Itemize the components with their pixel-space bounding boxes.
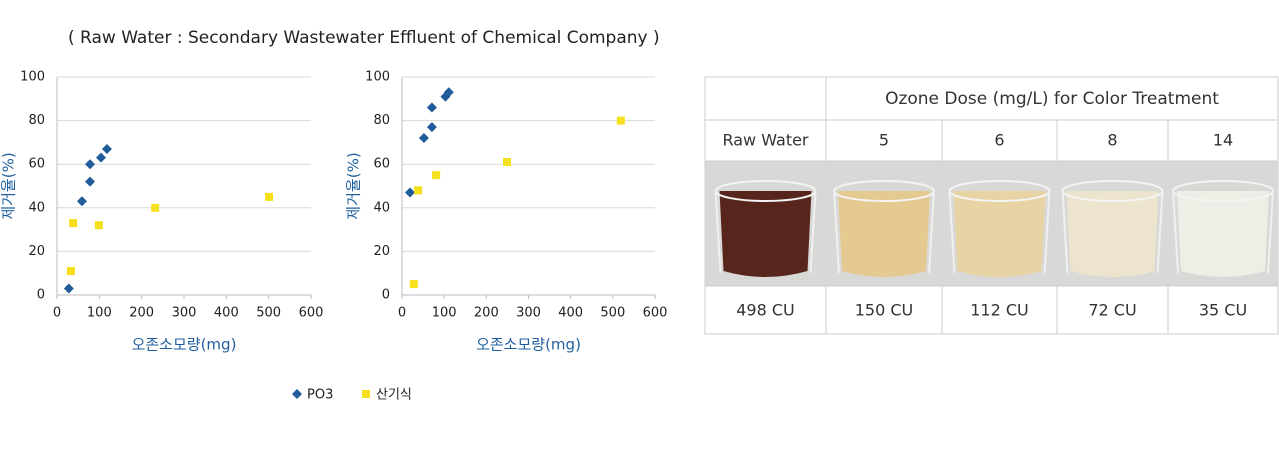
data-point [101,143,112,154]
y-tick-label: 100 [365,70,390,85]
legend-marker [292,389,302,399]
result-cell: 498 CU [736,301,795,320]
y-tick-label: 60 [373,157,390,172]
x-axis-label: 오존소모량(mg) [476,336,581,354]
data-point [76,196,87,207]
x-tick-label: 200 [129,306,154,321]
data-point [426,122,437,133]
beaker-wall [1172,190,1274,274]
result-cell: 35 CU [1199,301,1247,320]
caption: ( Raw Water : Secondary Wastewater Efflu… [68,28,660,48]
y-axis-label: 제거율(%) [0,152,18,219]
result-cell: 72 CU [1088,301,1136,320]
data-point [502,158,511,167]
data-point [63,283,74,294]
legend-label: PO3 [307,388,333,403]
beaker-liquid [719,191,812,277]
beaker-liquid [1177,191,1269,277]
column-label: 5 [879,131,889,150]
y-axis-label: 제거율(%) [345,152,363,219]
data-point [426,102,437,113]
x-tick-label: 500 [256,306,281,321]
y-tick-label: 20 [28,244,45,259]
beaker-liquid [838,191,930,277]
x-tick-label: 0 [398,306,406,321]
x-axis-label: 오존소모량(mg) [132,336,237,354]
y-tick-label: 40 [28,200,45,215]
beaker-liquid [953,191,1046,277]
column-label: 8 [1107,131,1117,150]
data-point [405,187,416,198]
x-tick-label: 400 [214,306,239,321]
data-point [66,267,75,276]
x-tick-label: 0 [53,306,61,321]
column-label: 14 [1213,131,1233,150]
beaker-wall [1061,190,1164,274]
data-point [94,221,103,230]
y-tick-label: 100 [20,70,45,85]
data-point [432,171,441,180]
legend-marker [362,390,370,398]
table-header: Ozone Dose (mg/L) for Color Treatment [885,89,1219,109]
x-tick-label: 500 [600,306,625,321]
y-tick-label: 80 [28,113,45,128]
beaker-wall [714,190,817,274]
x-tick-label: 300 [172,306,197,321]
x-tick-label: 600 [643,306,668,321]
x-tick-label: 100 [432,306,457,321]
column-label: Raw Water [722,131,808,150]
result-cell: 112 CU [970,301,1029,320]
y-tick-label: 40 [373,200,390,215]
y-tick-label: 80 [373,113,390,128]
x-tick-label: 200 [474,306,499,321]
x-tick-label: 300 [516,306,541,321]
x-tick-label: 400 [558,306,583,321]
data-point [418,133,429,144]
legend-label: 산기식 [376,388,412,403]
column-label: 6 [994,131,1004,150]
data-point [443,87,454,98]
beaker-wall [948,190,1051,274]
data-point [151,203,160,212]
beaker-wall [833,190,935,274]
y-tick-label: 20 [373,244,390,259]
data-point [85,176,96,187]
y-tick-label: 0 [37,288,45,303]
data-point [414,186,423,195]
beaker-liquid [1066,191,1159,277]
y-tick-label: 0 [382,288,390,303]
data-point [616,116,625,125]
data-point [265,192,274,201]
data-point [69,219,78,228]
result-cell: 150 CU [855,301,914,320]
data-point [85,159,96,170]
x-tick-label: 100 [87,306,112,321]
data-point [409,280,418,289]
x-tick-label: 600 [299,306,324,321]
y-tick-label: 60 [28,157,45,172]
data-point [96,152,107,163]
